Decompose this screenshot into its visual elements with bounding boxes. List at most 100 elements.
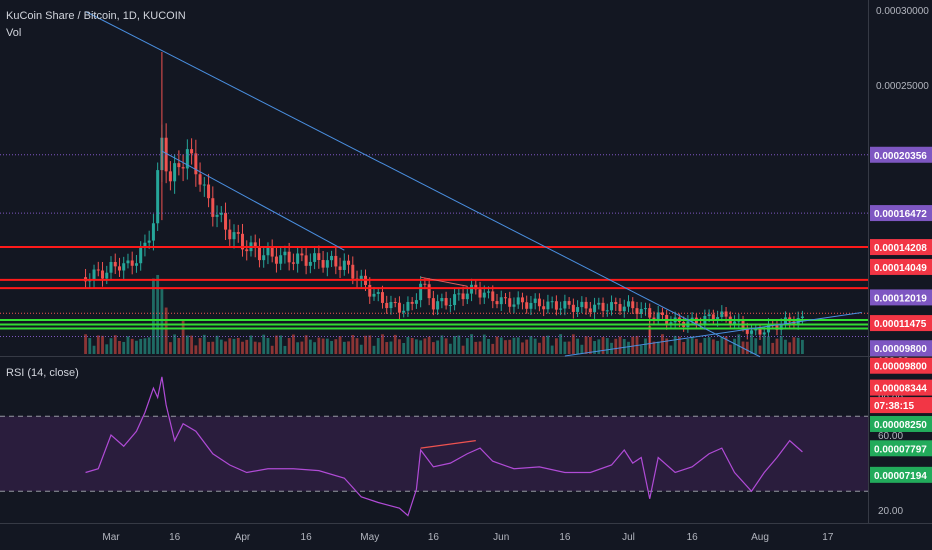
candle-body [529,302,533,309]
volume-bar [236,337,240,354]
volume-bar [478,341,482,354]
candle-body [419,283,423,301]
volume-bar [444,338,448,354]
volume-bar [198,338,202,354]
volume-bar [160,288,164,354]
volume-bar [402,343,406,354]
candle-body [347,260,351,265]
candle-body [436,301,440,310]
candle-body [711,314,715,321]
trendline [161,150,345,251]
candle-body [631,301,635,309]
time-tick-label: 16 [687,532,699,543]
candle-body [733,321,737,325]
candle-body [368,284,372,297]
volume-bar [355,338,359,354]
time-tick-label: 17 [822,532,834,543]
time-tick-label: 16 [169,532,181,543]
volume-bar [423,338,427,354]
candle-body [287,251,291,263]
candle-body [147,240,151,243]
candle-body [410,301,414,304]
volume-bar [453,335,456,354]
volume-bar [317,337,321,354]
volume-bar [287,338,291,354]
volume-bar [245,339,249,354]
volume-bar [262,334,266,354]
candle-body [397,302,401,313]
candle-body [156,170,160,224]
volume-bar [542,336,546,354]
volume-bar [232,338,236,354]
volume-bar [139,338,143,354]
candle-body [423,283,427,285]
price-tick-label: 0.00025000 [876,81,929,92]
candle-body [351,264,355,279]
volume-bar [724,336,728,354]
volume-bar [431,342,435,354]
candle-body [198,174,202,185]
price-badge-text: 0.00012019 [874,293,927,304]
candle-body [775,325,779,330]
candle-body [707,314,711,317]
candle-body [92,269,96,281]
candle-body [457,293,461,295]
volume-bar [775,338,779,354]
volume-bar [342,341,346,354]
candle-body [487,291,491,293]
candle-body [563,301,567,309]
rsi-tick-label: 20.00 [878,506,903,517]
candle-body [402,310,406,313]
candle-body [342,260,346,270]
candle-body [440,298,444,302]
candle-body [253,242,257,248]
volume-bar [308,339,312,354]
candle-body [376,292,380,294]
volume-bar [398,339,401,354]
candle-body [317,253,321,261]
volume-bar [253,341,257,354]
candle-body [512,304,516,307]
candle-body [550,301,554,303]
volume-bar [512,337,516,354]
volume-bar [338,336,342,354]
rsi-label: RSI (14, close) [6,367,79,379]
volume-bar [733,338,736,354]
volume-bar [152,278,155,354]
time-tick-label: Jul [622,532,635,543]
candle-body [304,255,308,266]
candle-body [597,302,601,305]
time-tick-label: May [360,532,379,543]
candle-body [168,171,172,182]
time-tick-label: 16 [559,532,571,543]
volume-bar [499,337,503,354]
volume-bar [270,345,274,354]
volume-bar [219,339,223,354]
candle-body [321,260,325,268]
candle-body [385,302,389,309]
time-tick-label: Aug [751,532,769,543]
volume-bar [711,339,715,354]
price-badge [870,340,932,357]
candle-body [262,255,266,261]
volume-bar [321,338,325,354]
candle-body [537,298,541,307]
volume-bar [173,334,177,354]
candle-body [296,253,300,264]
volume-bar [118,340,121,354]
volume-bar [347,341,350,354]
candle-body [546,301,550,310]
volume-bar [266,338,270,354]
volume-bar [249,335,253,354]
candle-body [215,214,219,217]
candle-body [627,301,631,307]
volume-bar [669,345,673,354]
candle-body [635,308,639,314]
candle-body [389,302,393,309]
price-badge-text: 0.00007797 [874,444,927,455]
candle-body [105,272,109,279]
candle-body [618,304,622,312]
candle-body [656,312,660,320]
volume-bar [279,335,283,354]
candle-body [96,269,100,271]
